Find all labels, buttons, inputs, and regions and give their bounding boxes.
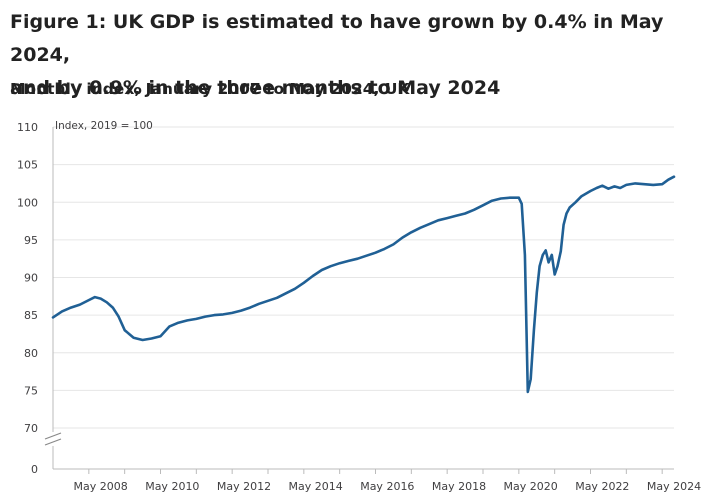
y-tick-label-90: 90 bbox=[24, 272, 38, 285]
y-tick-label-105: 105 bbox=[17, 159, 38, 172]
y-tick-label-100: 100 bbox=[17, 196, 38, 209]
x-tick-label-0: May 2008 bbox=[74, 480, 128, 493]
x-tick-label-8: May 2024 bbox=[647, 480, 701, 493]
y-tick-label-75: 75 bbox=[24, 384, 38, 397]
x-tick-label-1: May 2010 bbox=[145, 480, 199, 493]
grid-lines bbox=[53, 126, 674, 429]
y-axis-label: Index, 2019 = 100 bbox=[55, 120, 153, 132]
y-tick-label-95: 95 bbox=[24, 234, 38, 247]
y-tick-label-80: 80 bbox=[24, 347, 38, 360]
y-tick-label-85: 85 bbox=[24, 309, 38, 322]
x-tick-label-2: May 2012 bbox=[217, 480, 271, 493]
x-tick-label-3: May 2014 bbox=[289, 480, 343, 493]
x-tick-label-4: May 2016 bbox=[360, 480, 414, 493]
y-tick-label-110: 110 bbox=[17, 121, 38, 134]
x-tick-label-7: May 2022 bbox=[575, 480, 629, 493]
axes bbox=[44, 127, 674, 470]
series-line-gdp-index bbox=[51, 175, 676, 394]
y-axis-ticks: 0 70 75 80 85 90 95 100 105 110 bbox=[17, 121, 38, 476]
chart-subtitle: Monthly index, January 2007 to May 2024,… bbox=[10, 80, 410, 98]
axis-break-mark-1 bbox=[44, 432, 62, 440]
x-tick-label-6: May 2020 bbox=[504, 480, 558, 493]
title-line-2: and by 0.9% in the three months to May 2… bbox=[10, 77, 501, 99]
chart-title: Figure 1: UK GDP is estimated to have gr… bbox=[10, 6, 702, 105]
axis-break-mark-2 bbox=[44, 438, 62, 446]
x-tick-label-5: May 2018 bbox=[432, 480, 486, 493]
y-tick-label-0: 0 bbox=[31, 463, 38, 476]
x-axis-ticks: May 2008 May 2010 May 2012 May 2014 May 2016… bbox=[74, 469, 701, 493]
y-tick-label-70: 70 bbox=[24, 422, 38, 435]
title-line-1: Figure 1: UK GDP is estimated to have gr… bbox=[10, 11, 664, 66]
